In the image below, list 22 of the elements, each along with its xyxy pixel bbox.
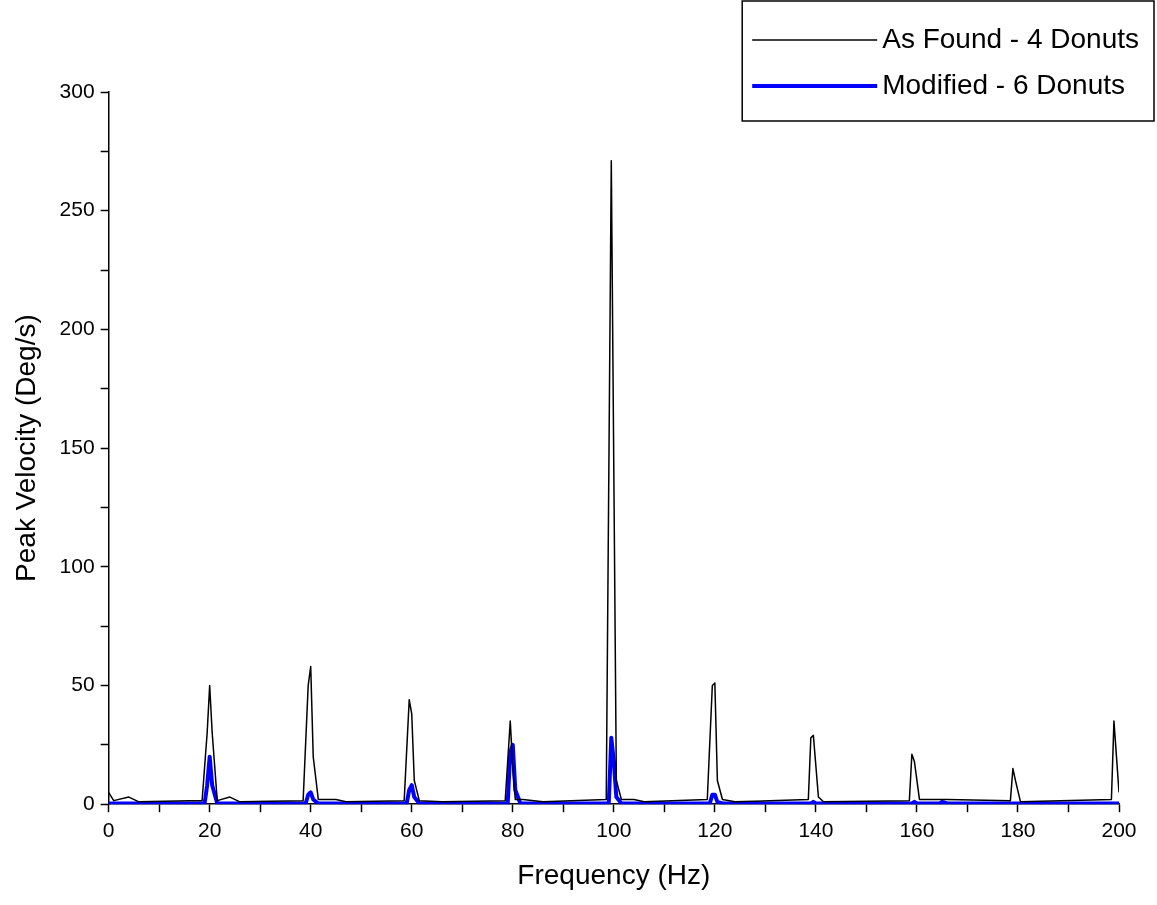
x-tick-label: 20 — [197, 817, 222, 841]
y-tick-label: 50 — [71, 672, 95, 696]
legend-label: As Found - 4 Donuts — [882, 22, 1140, 54]
y-tick-label: 300 — [59, 78, 95, 102]
x-tick-label: 0 — [102, 817, 115, 841]
x-tick-label: 40 — [299, 817, 323, 841]
y-tick-label: 150 — [59, 434, 95, 458]
y-tick-label: 250 — [59, 197, 95, 221]
y-tick-label: 200 — [59, 316, 95, 340]
x-tick-label: 60 — [400, 817, 424, 841]
y-tick-label: 0 — [82, 791, 95, 814]
x-axis-title: Frequency (Hz) — [517, 858, 711, 890]
x-tick-label: 200 — [1101, 817, 1137, 841]
x-tick-label: 120 — [697, 817, 733, 841]
legend-label: Modified - 6 Donuts — [882, 68, 1125, 100]
x-tick-label: 80 — [501, 817, 525, 841]
x-tick-label: 160 — [899, 817, 935, 841]
x-tick-label: 180 — [1000, 817, 1036, 841]
x-tick-label: 140 — [798, 817, 834, 841]
y-axis-title: Peak Velocity (Deg/s) — [9, 314, 41, 582]
x-tick-label: 100 — [596, 817, 632, 841]
y-tick-label: 100 — [59, 553, 95, 577]
